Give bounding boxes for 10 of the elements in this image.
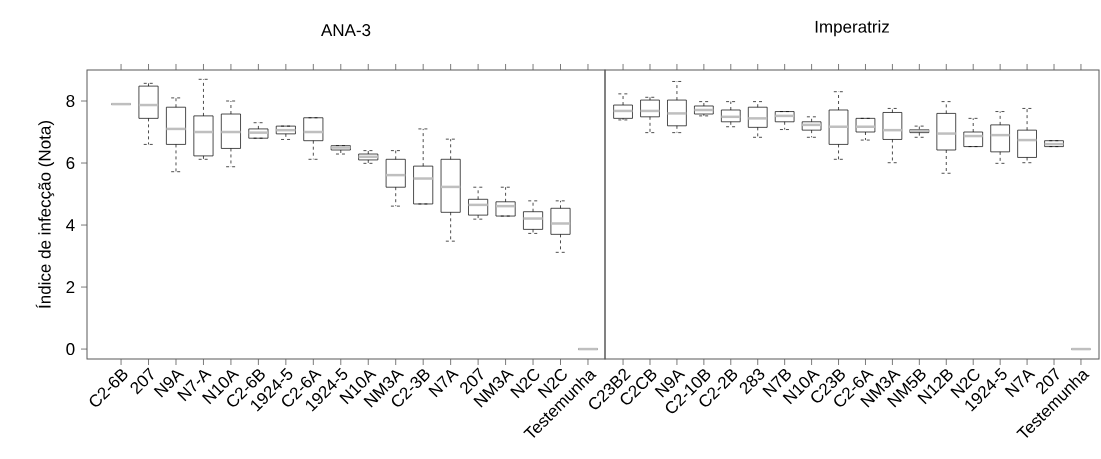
y-axis-title: Índice de infecção (Nota) — [35, 121, 55, 308]
y-tick-label: 4 — [66, 219, 75, 231]
chart-title: Imperatriz — [815, 20, 889, 37]
y-tick-label: 8 — [66, 94, 75, 108]
x-tick-label: N7A — [428, 370, 459, 398]
y-tick-label: 0 — [66, 343, 75, 356]
y-tick-label: 2 — [66, 281, 75, 293]
y-tick-label: 6 — [66, 157, 75, 170]
chart-title: ANA-3 — [321, 24, 371, 37]
x-tick-label: 207 — [130, 367, 154, 395]
